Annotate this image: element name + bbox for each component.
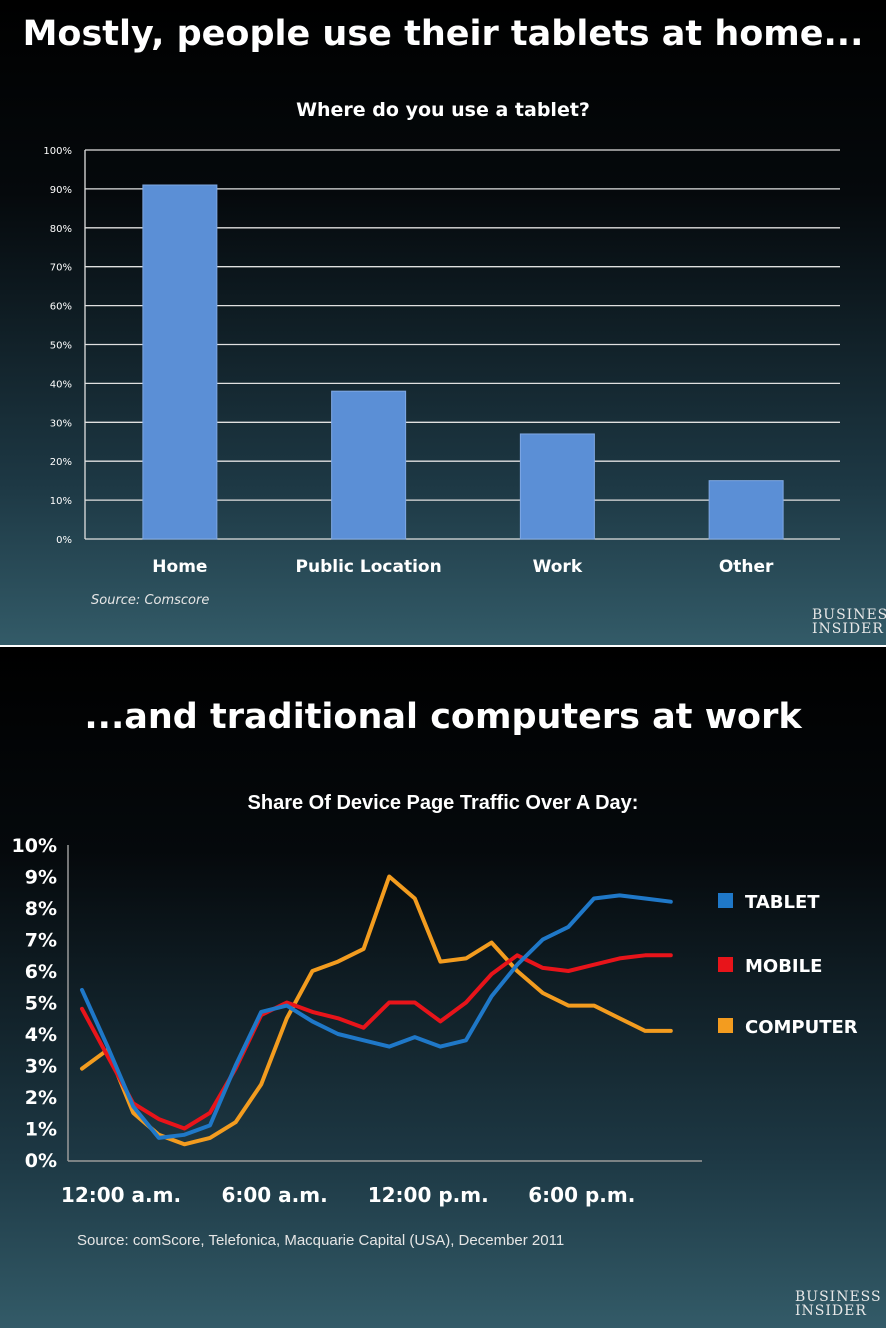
x-tick-label: 6:00 a.m. (221, 1183, 327, 1207)
bar-public-location (331, 390, 407, 540)
series-line-tablet (80, 893, 673, 1140)
x-tick-label: Public Location (296, 557, 442, 577)
bar-chart-title: Where do you use a tablet? (296, 99, 590, 121)
panel2-source: Source: comScore, Telefonica, Macquarie … (77, 1232, 565, 1249)
x-tick-label: 12:00 p.m. (368, 1183, 489, 1207)
device-traffic-panel: ...and traditional computers at work Sha… (0, 647, 886, 1328)
panel2-headline: ...and traditional computers at work (84, 697, 802, 737)
logo-line2: INSIDER (795, 1303, 867, 1319)
panel-divider (0, 645, 886, 647)
legend-swatch-computer (718, 1018, 733, 1033)
line-chart-title: Share Of Device Page Traffic Over A Day: (247, 792, 639, 814)
x-tick-label: Other (719, 557, 774, 577)
bar-chart: 0% 10% 20% 30% 40% 50% 60% 70% 80% 90% 100% Home Pub… (43, 146, 840, 577)
x-tick-label: 12:00 a.m. (61, 1183, 181, 1207)
y-tick-label: 20% (50, 457, 72, 468)
y-tick-label: 5% (25, 993, 57, 1015)
y-tick-label: 0% (56, 535, 72, 546)
y-tick-label: 0% (25, 1150, 57, 1172)
y-tick-label: 6% (25, 961, 57, 983)
y-tick-label: 4% (25, 1024, 57, 1046)
legend-swatch-tablet (718, 893, 733, 908)
panel1-source: Source: Comscore (91, 593, 210, 608)
y-tick-label: 60% (50, 302, 72, 313)
y-tick-label: 8% (25, 898, 57, 920)
business-insider-logo-1: BUSINESS INSIDER (812, 608, 886, 636)
y-tick-label: 30% (50, 418, 72, 429)
bar-other (708, 480, 784, 540)
legend-swatch-mobile (718, 957, 733, 972)
business-insider-logo-2: BUSINESS INSIDER (795, 1290, 882, 1318)
y-tick-label: 2% (25, 1087, 57, 1109)
y-tick-label: 70% (50, 263, 72, 274)
y-tick-label: 50% (50, 341, 72, 352)
series-line-computer (80, 874, 673, 1147)
y-tick-label: 9% (25, 867, 57, 889)
y-tick-label: 80% (50, 224, 72, 235)
x-tick-label: 6:00 p.m. (528, 1183, 635, 1207)
series-line-mobile (80, 953, 673, 1131)
panel1-headline: Mostly, people use their tablets at home… (22, 14, 864, 54)
x-tick-label: Work (533, 557, 583, 577)
y-tick-label: 7% (25, 930, 57, 952)
legend-label-tablet: TABLET (745, 892, 820, 913)
y-tick-label: 10% (50, 496, 72, 507)
y-tick-label: 1% (25, 1119, 57, 1141)
legend-label-computer: COMPUTER (745, 1017, 858, 1038)
tablet-location-panel: Mostly, people use their tablets at home… (0, 0, 886, 645)
y-tick-label: 40% (50, 379, 72, 390)
bar-work (519, 433, 595, 540)
logo-line1: BUSINESS (812, 607, 886, 623)
x-tick-label: Home (152, 557, 207, 577)
y-tick-label: 10% (12, 835, 57, 857)
line-chart: 0% 1% 2% 3% 4% 5% 6% 7% 8% 9% 10% 12:00 a.m. 6:00 a.… (12, 835, 858, 1207)
logo-line2: INSIDER (812, 621, 884, 637)
bar-home (142, 184, 218, 540)
y-tick-label: 90% (50, 185, 72, 196)
y-tick-label: 100% (43, 146, 72, 157)
legend-label-mobile: MOBILE (745, 956, 822, 977)
logo-line1: BUSINESS (795, 1289, 882, 1305)
y-tick-label: 3% (25, 1056, 57, 1078)
